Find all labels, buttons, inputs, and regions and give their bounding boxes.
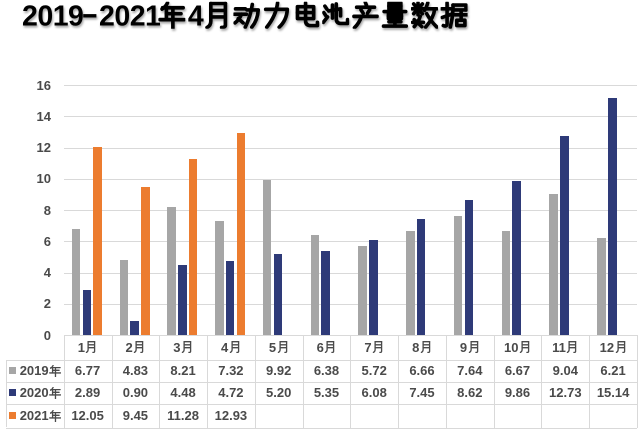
- svg-text:4: 4: [188, 0, 204, 32]
- svg-text:2021: 2021: [99, 0, 161, 32]
- svg-text:2019: 2019: [22, 0, 83, 32]
